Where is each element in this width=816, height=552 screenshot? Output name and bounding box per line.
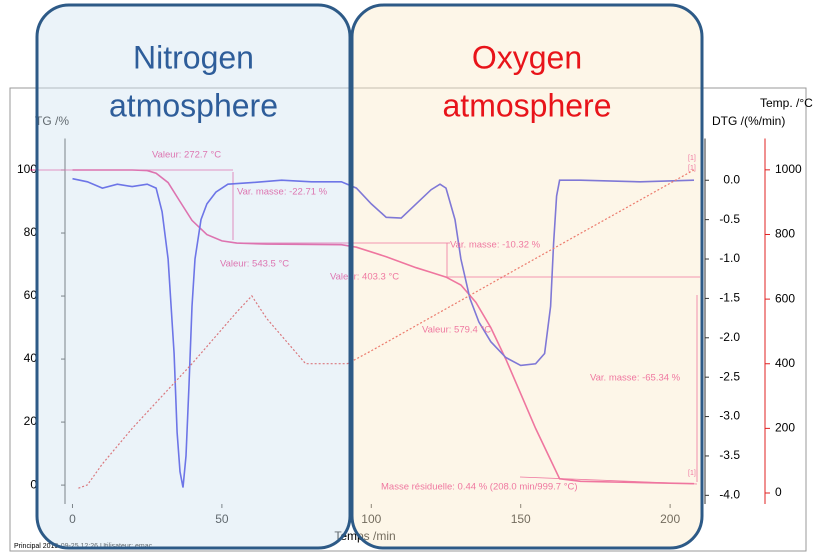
y2-tick-label: -2.5: [719, 369, 740, 383]
atmosphere-label: Nitrogen: [133, 39, 254, 75]
y3-tick-label: 0: [775, 485, 782, 499]
x-axis-label: Temps /min: [334, 529, 395, 543]
y3-axis-label: Temp. /°C: [760, 96, 813, 110]
annotation: [1]: [688, 470, 696, 477]
x-tick-label: 0: [69, 512, 76, 526]
annotation: Masse résiduelle: 0.44 % (208.0 min/999.…: [381, 482, 578, 493]
annotation: Valeur: 403.3 °C: [330, 272, 399, 283]
atmosphere-label: Oxygen: [472, 39, 582, 75]
x-tick-label: 200: [660, 512, 680, 526]
y2-tick-label: -1.5: [719, 291, 740, 305]
y-tick-label: 60: [24, 288, 38, 302]
series-line: [72, 169, 695, 485]
frame: [9, 87, 807, 552]
y2-tick-label: -3.0: [719, 409, 740, 423]
annotation: Var. masse: -65.34 %: [590, 373, 681, 384]
y2-tick-label: -1.0: [719, 251, 740, 265]
annotation: Var. masse: -10.32 %: [450, 240, 541, 251]
y2-tick-label: -3.5: [719, 448, 740, 462]
footer: Principal 2019-09-25 12:26 Utilisateur: …: [14, 543, 153, 550]
atmosphere-box: [350, 3, 704, 550]
y-axis-label: TG /%: [35, 114, 69, 128]
y-tick-label: 20: [24, 414, 38, 428]
annotation: Valeur: 272.7 °C: [152, 150, 221, 161]
atmosphere-label: atmosphere: [109, 87, 278, 123]
x-tick-label: 150: [511, 512, 531, 526]
y3-tick-label: 400: [775, 356, 795, 370]
y3-tick-label: 600: [775, 291, 795, 305]
atmosphere-label: atmosphere: [443, 87, 612, 123]
x-tick-label: 100: [361, 512, 381, 526]
annotation: [1]: [688, 155, 696, 162]
y2-tick-label: 0.0: [723, 172, 740, 186]
x-tick-label: 50: [215, 512, 229, 526]
y-tick-label: 80: [24, 225, 38, 239]
y3-tick-label: 200: [775, 421, 795, 435]
y-tick-label: 100: [17, 162, 37, 176]
atmosphere-box: [35, 3, 352, 550]
y2-tick-label: -2.0: [719, 330, 740, 344]
y2-axis-label: DTG /(%/min): [712, 114, 785, 128]
y3-tick-label: 800: [775, 227, 795, 241]
annotation: Var. masse: -22.71 %: [237, 187, 328, 198]
annotation: Valeur: 543.5 °C: [220, 259, 289, 270]
series-line: [78, 169, 695, 489]
annotation: Valeur: 579.4 °C: [422, 325, 491, 336]
annotation: [1]: [688, 165, 696, 172]
series-line: [72, 177, 695, 488]
overlays: Nitrogen atmosphere Oxygen atmosphere: [35, 3, 704, 550]
y2-tick-label: -0.5: [719, 212, 740, 226]
y-tick-label: 0: [30, 477, 37, 491]
y3-tick-label: 1000: [775, 162, 802, 176]
y-tick-label: 40: [24, 351, 38, 365]
y2-tick-label: -4.0: [719, 488, 740, 502]
plot: 0 20 40 60 80 100 -4.0 -3.5 -3.0 -2.5 -2.0 -1.5 -1.0…: [17, 138, 802, 526]
